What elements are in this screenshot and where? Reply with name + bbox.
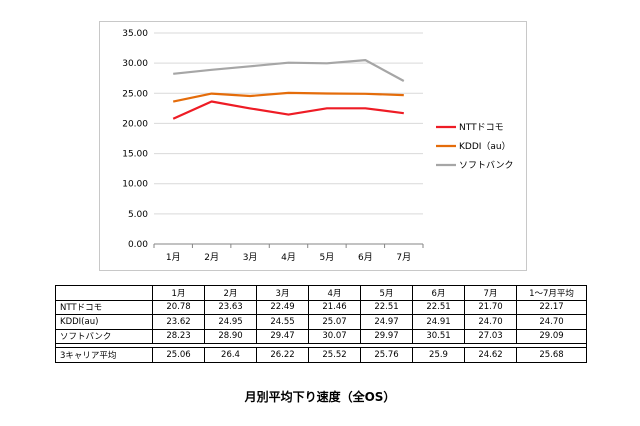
legend-label: NTTドコモ <box>459 123 504 133</box>
table-cell: 28.90 <box>204 328 257 344</box>
column-header <box>55 285 153 301</box>
x-tick-label: 7月 <box>396 252 411 263</box>
table-cell: 26.4 <box>204 347 257 363</box>
legend-label: KDDI（au） <box>459 141 511 152</box>
line-chart: 0.00 5.00 10.00 15.00 20.00 25.00 30.00 35.00 1月… <box>122 29 513 263</box>
table-cell: 22.17 <box>516 299 587 315</box>
x-tick-label: 3月 <box>243 252 258 263</box>
table-cell: 23.62 <box>152 314 205 330</box>
table-cell: 25.9 <box>412 347 465 363</box>
x-tick-label: 5月 <box>320 252 335 263</box>
table-cell: 24.97 <box>360 314 413 330</box>
table-cell: 29.09 <box>516 328 587 344</box>
table-cell: 24.70 <box>464 314 517 330</box>
row-label: KDDI(au) <box>55 314 153 330</box>
chart-frame: 0.00 5.00 10.00 15.00 20.00 25.00 30.00 35.00 1月… <box>99 21 527 271</box>
column-header: 1～7月平均 <box>516 285 587 301</box>
table-cell: 20.78 <box>152 299 205 315</box>
table-cell: 21.70 <box>464 299 517 315</box>
table-cell: 25.07 <box>308 314 361 330</box>
table-header-row: 1月 2月 3月 4月 5月 6月 7月 1～7月平均 <box>55 285 587 301</box>
row-label: NTTドコモ <box>55 299 153 315</box>
column-header: 7月 <box>464 285 517 301</box>
table-cell: 27.03 <box>464 328 517 344</box>
table-cell: 22.49 <box>256 299 309 315</box>
x-tick-label: 4月 <box>281 252 296 263</box>
table-cell: 29.97 <box>360 328 413 344</box>
table-row: ソフトバンク 28.23 28.90 29.47 30.07 29.97 30.51 27.0… <box>55 328 587 344</box>
series-line-2 <box>172 91 404 103</box>
table-cell: 30.07 <box>308 328 361 344</box>
series-line-3 <box>173 58 405 82</box>
table-spacer-row <box>55 343 587 348</box>
x-tick-label: 2月 <box>204 252 219 263</box>
data-table: 1月 2月 3月 4月 5月 6月 7月 1～7月平均 NTTドコモ 20.78 23.63 22.4… <box>55 285 587 363</box>
y-tick-label: 5.00 <box>128 210 148 220</box>
column-header: 4月 <box>308 285 361 301</box>
x-tick-label: 1月 <box>166 252 181 263</box>
table-row: KDDI(au) 23.62 24.95 24.55 25.07 24.97 24.91 24… <box>55 314 587 330</box>
table-cell: 22.51 <box>360 299 413 315</box>
table-cell: 22.51 <box>412 299 465 315</box>
table-cell: 26.22 <box>256 347 309 363</box>
column-header: 1月 <box>152 285 205 301</box>
series-line-1 <box>172 100 404 120</box>
y-tick-label: 35.00 <box>122 29 148 39</box>
table-cell: 29.47 <box>256 328 309 344</box>
table-cell: 25.68 <box>516 347 587 363</box>
table-cell: 30.51 <box>412 328 465 344</box>
y-tick-label: 0.00 <box>128 240 148 250</box>
table-cell: 23.63 <box>204 299 257 315</box>
table-cell: 25.76 <box>360 347 413 363</box>
row-label: 3キャリア平均 <box>55 347 153 363</box>
table-cell: 24.95 <box>204 314 257 330</box>
spacer-cell <box>55 343 587 348</box>
table-cell: 25.06 <box>152 347 205 363</box>
chart-caption: 月別平均下り速度（全OS） <box>244 390 396 404</box>
y-tick-label: 15.00 <box>122 150 148 160</box>
y-tick-label: 30.00 <box>122 59 148 69</box>
table-cell: 24.70 <box>516 314 587 330</box>
column-header: 3月 <box>256 285 309 301</box>
y-tick-label: 10.00 <box>122 180 148 190</box>
column-header: 5月 <box>360 285 413 301</box>
table-cell: 21.46 <box>308 299 361 315</box>
column-header: 6月 <box>412 285 465 301</box>
table-cell: 25.52 <box>308 347 361 363</box>
table-cell: 28.23 <box>152 328 205 344</box>
y-tick-label: 20.00 <box>122 119 148 129</box>
y-tick-label: 25.00 <box>122 89 148 99</box>
row-label: ソフトバンク <box>55 328 153 344</box>
x-tick-label: 6月 <box>358 252 373 263</box>
column-header: 2月 <box>204 285 257 301</box>
table-row: NTTドコモ 20.78 23.63 22.49 21.46 22.51 22.51 21.7… <box>55 299 587 315</box>
table-cell: 24.62 <box>464 347 517 363</box>
table-cell: 24.55 <box>256 314 309 330</box>
table-summary-row: 3キャリア平均 25.06 26.4 26.22 25.52 25.76 25.9 24.62… <box>55 347 587 363</box>
table-cell: 24.91 <box>412 314 465 330</box>
legend-label: ソフトバンク <box>459 160 513 171</box>
